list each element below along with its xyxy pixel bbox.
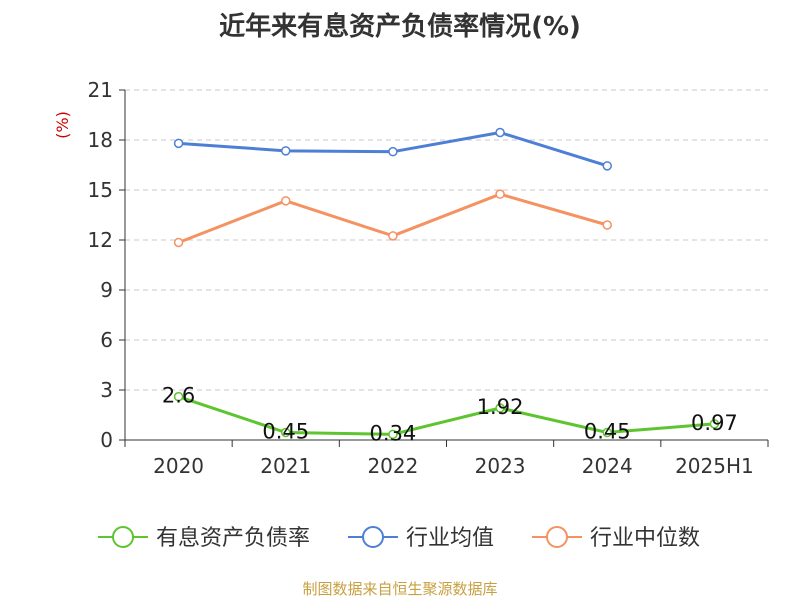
series-2	[173, 189, 612, 248]
x-tick-label: 2021	[260, 454, 311, 478]
y-tick-label: 21	[88, 78, 113, 102]
x-tick-label: 2022	[367, 454, 418, 478]
data-point	[281, 146, 291, 156]
data-label: 0.45	[262, 420, 309, 444]
data-label: 0.45	[584, 420, 631, 444]
data-point	[602, 427, 612, 438]
legend-label: 有息资产负债率	[156, 526, 310, 551]
x-tick-label: 2020	[153, 454, 204, 478]
series-lines: 2.6 0.45 0.34 1.92 0.45 0.97	[162, 127, 738, 446]
data-label: 0.97	[691, 411, 738, 435]
legend-marker	[546, 526, 568, 548]
y-tick-label: 6	[100, 328, 113, 352]
data-point	[281, 427, 291, 438]
legend-item-0: 有息资产负债率	[98, 526, 310, 551]
y-tick-label: 12	[88, 228, 113, 252]
x-tick-label: 2024	[582, 454, 633, 478]
data-point	[173, 391, 184, 402]
data-point	[388, 231, 398, 241]
data-point	[388, 429, 398, 440]
legend-marker	[362, 526, 384, 548]
y-tick-label: 18	[88, 128, 113, 152]
data-point	[388, 146, 398, 157]
data-point	[495, 127, 505, 138]
legend-label: 行业均值	[406, 526, 494, 551]
y-tick-label: 15	[88, 178, 113, 202]
legend-item-1: 行业均值	[348, 526, 494, 551]
chart-title: 近年来有息资产负债率情况(%)	[219, 12, 581, 42]
data-point	[709, 419, 720, 429]
y-tick-label: 0	[100, 428, 113, 452]
data-label: 0.34	[370, 421, 417, 445]
data-point	[495, 189, 505, 199]
data-label: 1.92	[477, 395, 524, 419]
legend-marker	[112, 526, 134, 548]
y-tick-label: 9	[100, 278, 113, 302]
grid-lines	[125, 89, 768, 391]
series-line	[178, 395, 715, 436]
data-label: 2.6	[162, 384, 195, 408]
data-point	[281, 196, 291, 206]
series-0: 2.6 0.45 0.34 1.92 0.45 0.97	[162, 384, 738, 446]
legend-item-2: 行业中位数	[532, 526, 700, 551]
data-point	[602, 161, 612, 171]
data-point	[602, 220, 612, 230]
axes: 0 3 6 9 12 15 18 21 2020 2021 2022 2023 2024 2025H1 (%…	[53, 78, 769, 478]
source-note: 制图数据来自恒生聚源数据库	[302, 580, 498, 598]
legend: 有息资产负债率 行业均值 行业中位数	[98, 526, 700, 551]
y-axis-label: (%)	[53, 111, 72, 139]
x-tick-label: 2023	[475, 454, 526, 478]
data-point	[173, 138, 184, 149]
y-tick-label: 3	[100, 378, 113, 402]
series-1	[173, 127, 612, 171]
x-tick-label: 2025H1	[675, 454, 754, 478]
legend-label: 行业中位数	[590, 526, 700, 551]
data-point	[173, 237, 184, 248]
data-point	[495, 403, 505, 413]
